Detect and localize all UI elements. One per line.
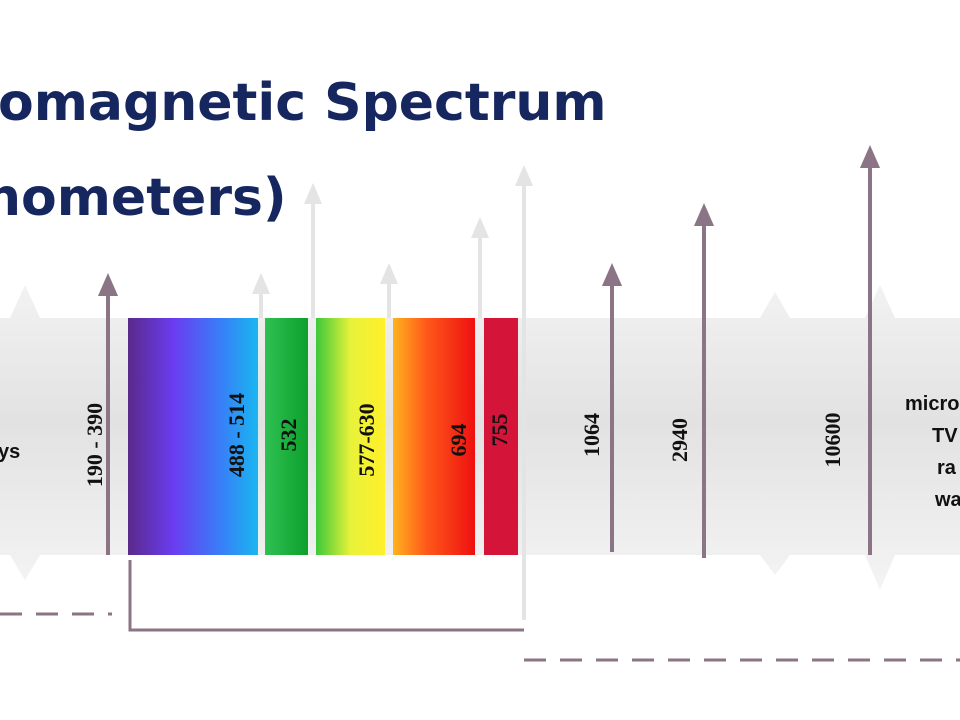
title: omagnetic Spectrum nometers) <box>0 73 607 228</box>
wavelength-label: 577-630 <box>354 403 379 476</box>
wavelength-labels: 190 - 390 488 - 514 532 577-630 694 755 … <box>82 393 845 487</box>
arrows <box>97 145 881 558</box>
right-labels: micro TV ra wa <box>905 393 960 511</box>
faint-arrows <box>251 164 534 620</box>
wavelength-label: 532 <box>276 419 301 452</box>
title-line: nometers) <box>0 168 287 228</box>
wavelength-label: 755 <box>487 414 512 447</box>
wavelength-label: 488 - 514 <box>224 393 249 477</box>
wavelength-label: 190 - 390 <box>82 403 107 487</box>
wavelength-label: 694 <box>446 424 471 457</box>
side-label: wa <box>934 489 960 511</box>
title-line: omagnetic Spectrum <box>0 73 607 133</box>
side-label: micro <box>905 393 959 415</box>
color-bands <box>128 318 518 555</box>
range-lines <box>0 560 960 662</box>
side-label: ys <box>0 441 20 463</box>
wavelength-label: 10600 <box>820 413 845 468</box>
wavelength-label: 1064 <box>579 413 604 457</box>
side-label: ra <box>937 457 957 479</box>
wavelength-label: 2940 <box>667 418 692 462</box>
side-label: TV <box>932 425 958 447</box>
